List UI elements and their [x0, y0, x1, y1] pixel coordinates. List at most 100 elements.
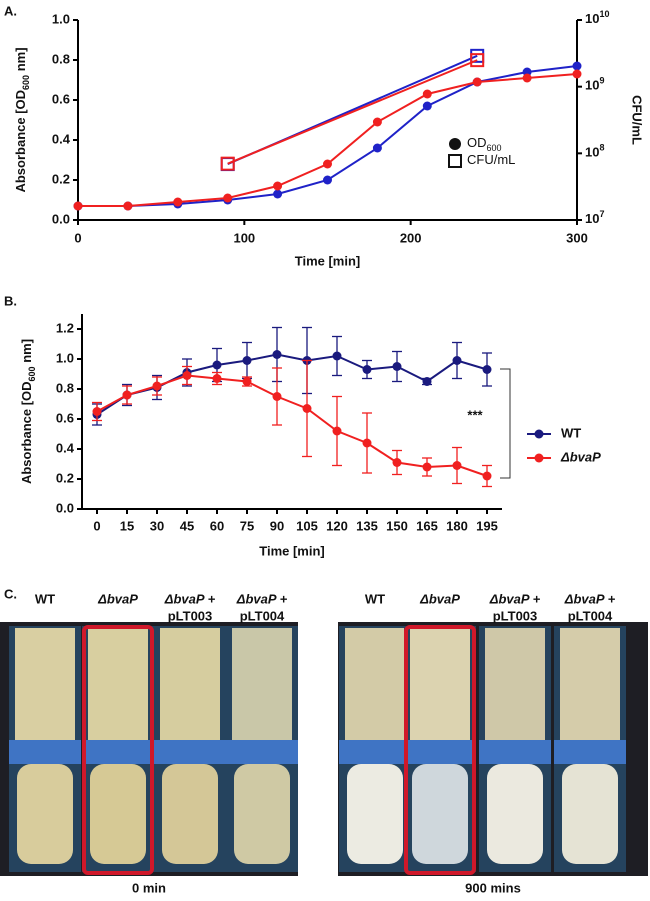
tube-lower [562, 764, 618, 864]
y-axis-label: Absorbance [OD600 nm] [13, 47, 31, 192]
marker [422, 89, 432, 99]
marker [332, 351, 342, 361]
y-tick-label: 0.2 [52, 171, 70, 186]
marker [392, 458, 402, 467]
x-axis-label: Time [min] [259, 543, 325, 558]
strain-label: ΔbvaP [419, 591, 460, 606]
marker [242, 356, 252, 365]
highlight-box [404, 625, 476, 875]
y-tick-label: 0.6 [52, 91, 70, 106]
x-tick-label: 135 [356, 518, 378, 533]
x-tick-label: 15 [120, 518, 134, 533]
y-tick-label: 1.2 [56, 320, 74, 335]
marker [452, 461, 462, 470]
panel-label: C. [4, 586, 17, 601]
marker [422, 377, 432, 386]
strain-label: pLT003 [493, 608, 538, 623]
x-tick-label: 45 [180, 518, 194, 533]
marker [323, 159, 332, 169]
y-tick-label: 0.4 [56, 440, 75, 455]
rack-bar [154, 740, 226, 764]
rack-bar [404, 740, 476, 764]
series-line [227, 59, 478, 165]
marker [73, 201, 83, 211]
legend-marker [534, 453, 544, 463]
y2-axis-label: CFU/mL [630, 95, 645, 145]
y-axis-label-part: nm] [19, 339, 34, 366]
x-tick-label: 180 [446, 518, 468, 533]
marker [273, 181, 283, 191]
marker [362, 438, 372, 448]
marker [273, 189, 283, 199]
y2-tick-base: 10 [585, 211, 599, 226]
legend-label-part: 600 [487, 143, 502, 153]
tube-lower [234, 764, 290, 864]
strain-label: pLT004 [240, 608, 285, 623]
y-axis-label-part: Absorbance [OD [13, 90, 28, 193]
tube-lower [347, 764, 403, 864]
annotation: *** [467, 407, 483, 422]
x-tick-label: 200 [400, 230, 422, 245]
significance-bracket [500, 368, 511, 479]
marker [522, 73, 532, 83]
strain-label: ΔbvaP + [164, 591, 216, 606]
x-tick-label: 165 [416, 518, 438, 533]
strain-label: ΔbvaP + [489, 591, 541, 606]
marker [572, 61, 582, 71]
marker [182, 371, 192, 380]
y2-tick-label: 107 [585, 209, 604, 226]
tube-upper [345, 628, 405, 746]
y-tick-label: 0.8 [56, 380, 74, 395]
marker [242, 377, 252, 386]
marker [470, 53, 485, 68]
y2-tick-exp: 10 [599, 9, 609, 19]
tube-lower [90, 764, 146, 864]
marker [152, 381, 162, 391]
y-axis-label-part: 600 [21, 75, 31, 90]
marker [212, 360, 222, 370]
y-tick-label: 0.0 [56, 500, 74, 515]
x-tick-label: 30 [150, 518, 164, 533]
y2-tick-label: 109 [585, 76, 604, 93]
legend-marker [534, 429, 544, 439]
y2-tick-label: 108 [585, 143, 604, 160]
marker [482, 365, 492, 374]
marker [452, 356, 462, 365]
tube-upper [560, 628, 620, 746]
y-tick-label: 0.4 [52, 131, 71, 146]
x-tick-label: 75 [240, 518, 254, 533]
series-line [78, 73, 578, 207]
marker [212, 374, 222, 383]
x-tick-label: 90 [270, 518, 284, 533]
x-tick-label: 105 [296, 518, 318, 533]
y2-tick-exp: 8 [599, 143, 604, 153]
strain-label: WT [365, 591, 385, 606]
strain-label: ΔbvaP + [564, 591, 616, 606]
y-axis-label-part: 600 [27, 366, 37, 381]
y-tick-label: 0.0 [52, 211, 70, 226]
legend-marker [448, 154, 462, 168]
marker [482, 471, 492, 481]
x-tick-label: 300 [566, 230, 588, 245]
y2-tick-label: 1010 [585, 9, 609, 26]
tube-upper [485, 628, 545, 746]
y-axis-label: Absorbance [OD600 nm] [19, 339, 37, 484]
marker [332, 426, 342, 436]
x-tick-label: 0 [74, 230, 81, 245]
y-tick-label: 1.0 [56, 350, 74, 365]
legend-label-part: OD [467, 135, 487, 150]
rack-bar [554, 740, 626, 764]
marker [472, 77, 482, 87]
marker [122, 390, 132, 400]
x-tick-label: 120 [326, 518, 348, 533]
series-line [78, 65, 578, 207]
marker [272, 392, 282, 401]
y2-tick-base: 10 [585, 11, 599, 26]
x-axis-label: Time [min] [295, 253, 361, 268]
marker [123, 201, 133, 211]
rack-bar [339, 740, 411, 764]
x-tick-label: 195 [476, 518, 498, 533]
strain-label: ΔbvaP [97, 591, 138, 606]
strain-label: pLT003 [168, 608, 213, 623]
